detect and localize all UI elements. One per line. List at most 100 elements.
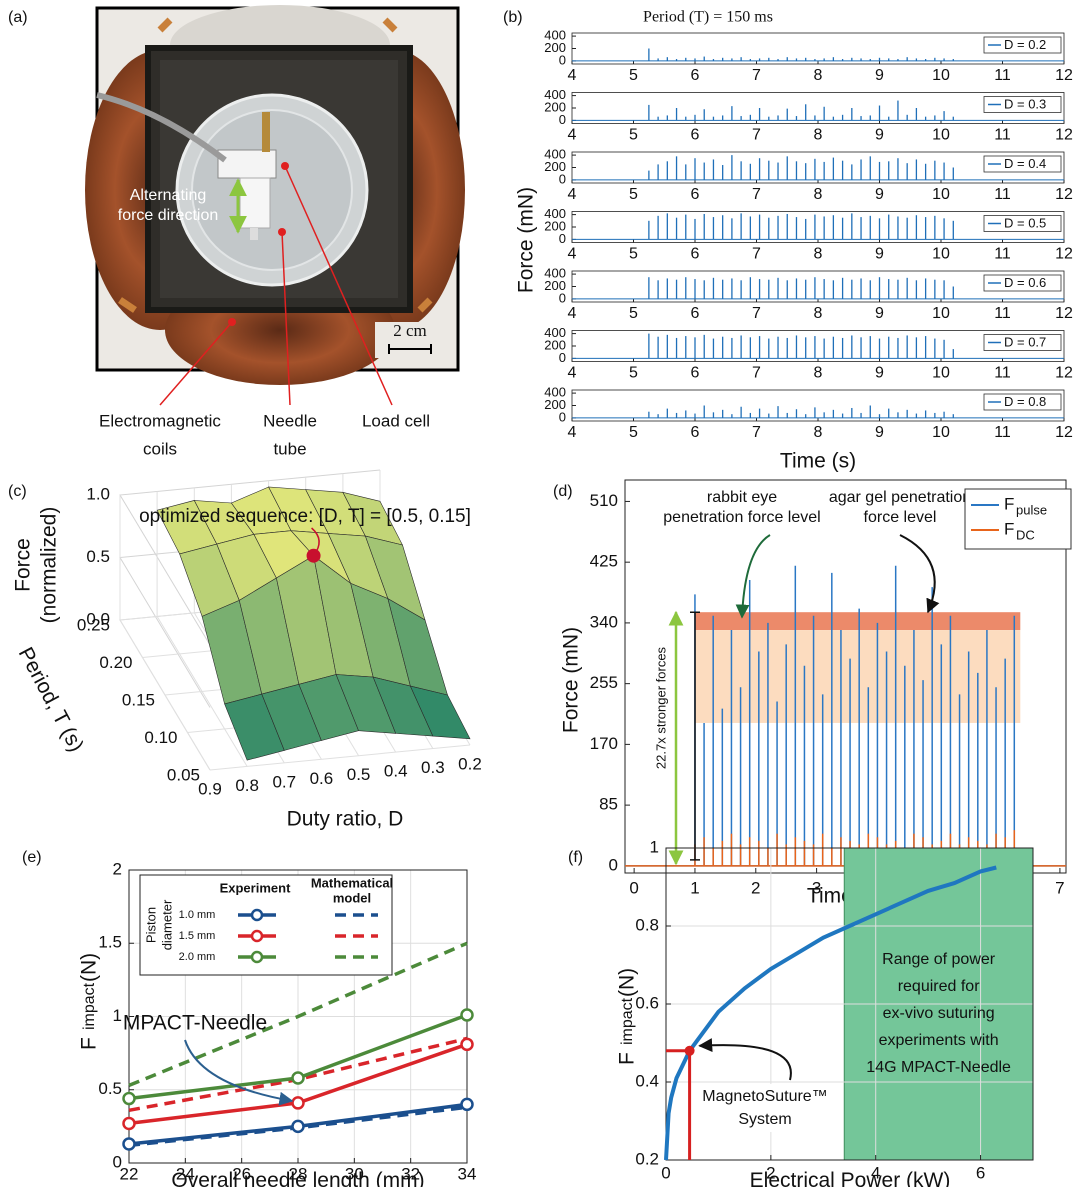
arrow [735,534,771,619]
x-axis-label: Overall needle length (mm) [171,1169,424,1187]
z-tick-label: 0.0 [86,609,110,628]
x-tick-label: 0.8 [235,776,259,795]
x-tick-label: 4 [568,246,577,263]
x-tick-label: 12 [1055,67,1073,84]
legend-header: model [333,890,371,905]
x-tick-label: 1 [690,878,699,897]
experiment-point [122,1116,136,1131]
arrow [899,534,940,614]
x-tick-label: 4 [568,67,577,84]
y-tick-label: 0 [609,855,618,874]
x-tick-label: 9 [875,67,884,84]
x-tick-label: 11 [994,246,1011,263]
x-tick-label: 8 [814,186,823,203]
y-tick-label: 200 [544,40,566,55]
panel-label: (e) [22,849,42,866]
band-label: force level [864,509,937,526]
arrow [698,1038,792,1081]
x-tick-label: 7 [752,305,761,322]
experiment-point [291,1071,305,1085]
x-tick-label: 0.4 [384,762,408,781]
x-tick-label: 5 [629,127,638,144]
y-tick-label: 0.8 [635,915,659,934]
x-tick-label: 12 [1055,127,1073,144]
y-tick-label: 1 [113,1006,122,1025]
panel-label: (b) [503,9,523,26]
y-tick-label: 0.2 [635,1149,659,1168]
legend-header: Mathematical [311,875,393,890]
y-tick-label: 0.5 [98,1079,122,1098]
y-axis-label: impact [619,997,636,1045]
photo-label: Alternating [130,187,207,204]
x-tick-label: 9 [875,365,884,382]
photo-label: force direction [118,207,219,224]
experiment-point [460,1008,474,1022]
x-tick-label: 2 [751,878,760,897]
annotation: optimized sequence: [D, T] = [0.5, 0.15] [139,506,471,527]
x-tick-label: 6 [691,305,700,322]
force-band [694,630,1021,723]
y-tick-label: 0.20 [99,653,132,672]
optimum-marker [306,548,321,563]
x-tick-label: 4 [871,1163,880,1182]
legend-label: pulse [1016,502,1047,517]
y-tick-label: 200 [544,397,566,412]
legend-label: D = 0.8 [1004,394,1046,409]
y-tick-label: 0.05 [167,765,200,784]
x-tick-label: 7 [752,67,761,84]
x-tick-label: 4 [568,305,577,322]
y-tick-label: 400 [544,385,566,400]
x-tick-label: 26 [232,1164,251,1183]
photo-caption: coils [143,439,177,458]
panel-label: (a) [8,9,28,26]
y-tick-label: 200 [544,337,566,352]
x-tick-label: 3 [812,878,821,897]
x-axis-label: Duty ratio, D [287,808,404,831]
x-tick-label: 0.3 [421,758,445,777]
y-tick-label: 0.15 [122,690,155,709]
x-tick-label: 6 [691,246,700,263]
x-tick-label: 7 [752,246,761,263]
x-tick-label: 0.9 [198,779,222,798]
x-tick-label: 7 [752,424,761,441]
x-tick-label: 8 [814,127,823,144]
x-tick-label: 5 [629,424,638,441]
region-label: ex-vivo suturing [883,1005,995,1022]
region-label: required for [898,978,980,995]
legend-label: 1.5 mm [179,930,216,942]
y-tick-label: 200 [544,159,566,174]
x-tick-label: 7 [752,365,761,382]
y-axis-label: Force (mN) [560,627,583,733]
x-tick-label: 30 [345,1164,364,1183]
x-tick-label: 11 [994,127,1011,144]
x-tick-label: 11 [994,424,1011,441]
x-tick-label: 6 [691,127,700,144]
annotation: System [738,1111,791,1128]
x-tick-label: 8 [814,246,823,263]
panel-label: (f) [568,849,583,866]
band-label: agar gel penetration [829,489,971,506]
y-tick-label: 0 [113,1152,122,1171]
x-tick-label: 34 [458,1164,477,1183]
y-tick-label: 0 [559,290,566,305]
x-tick-label: 9 [875,246,884,263]
legend-label: D = 0.6 [1004,275,1046,290]
x-tick-label: 7 [1055,878,1064,897]
x-tick-label: 9 [875,186,884,203]
z-tick-label: 0.5 [86,547,110,566]
x-tick-label: 11 [994,305,1011,322]
legend-label: D = 0.7 [1004,334,1046,349]
x-tick-label: 24 [176,1164,195,1183]
legend-box [983,36,1062,54]
grid-line [156,491,248,767]
legend-label: 2.0 mm [179,951,216,963]
x-tick-label: 5 [629,365,638,382]
legend-box [983,215,1062,232]
x-tick-label: 22 [120,1164,139,1183]
region-label: experiments with [879,1032,999,1049]
photo-caption: Needle [263,411,317,430]
x-tick-label: 0 [629,878,638,897]
annotation: MagnetoSuture™ [702,1088,827,1105]
y-tick-label: 340 [590,612,618,631]
legend-label: 1.0 mm [179,909,216,921]
